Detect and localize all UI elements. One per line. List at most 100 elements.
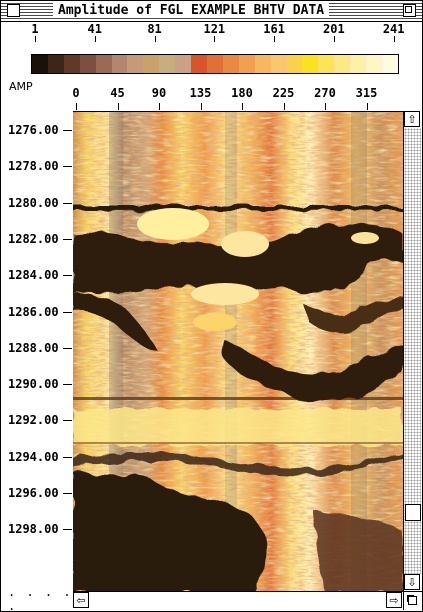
vertical-scroll-thumb[interactable] [405,504,421,521]
colour-swatch [302,55,319,73]
title-bar[interactable]: Amplitude of FGL EXAMPLE BHTV DATA [1,1,422,22]
colour-swatch [381,55,398,73]
colour-scale-tick [393,36,395,42]
depth-tick [63,529,72,531]
colour-swatch [318,55,335,73]
colour-swatch [111,55,128,73]
azimuth-tick-label: 225 [272,86,295,100]
depth-tick [63,275,72,277]
colour-swatch [350,55,367,73]
colour-scale-tick [35,36,36,42]
down-arrow-icon: ⇩ [407,575,417,589]
depth-tick-label: 1288.00 [8,340,59,355]
colour-swatch [79,55,96,73]
azimuth-tick-label: 0 [72,86,80,100]
azimuth-tick-label: 315 [355,86,378,100]
colour-swatch [334,55,351,73]
vertical-scrollbar[interactable]: ⇧ ⇩ [403,111,421,591]
zoom-box[interactable] [403,4,416,17]
scroll-right-button[interactable]: ⇨ [386,592,402,608]
colour-swatch [254,55,271,73]
depth-tick-label: 1280.00 [8,195,59,210]
depth-tick-label: 1286.00 [8,304,59,319]
colour-scale-ticks: 1 41 81 121 161 201 241 [1,23,422,49]
azimuth-tick [200,103,202,110]
azimuth-tick [366,103,368,110]
colour-scale-tick [154,36,156,42]
horizontal-scrollbar[interactable]: ⇦ ⇨ [73,591,403,610]
colour-swatch [47,55,64,73]
colour-scale-tick [214,36,216,42]
depth-tick [63,238,72,240]
depth-continuation-dots: . . . . . [8,585,73,612]
colour-swatch [191,55,207,73]
colour-swatch [366,55,382,73]
window-title: Amplitude of FGL EXAMPLE BHTV DATA [53,3,330,18]
depth-tick-label: 1292.00 [8,413,59,428]
vertical-scroll-track[interactable] [404,128,421,574]
depth-tick [63,347,72,349]
left-arrow-icon: ⇦ [76,593,86,607]
colour-swatch [175,55,192,73]
azimuth-tick [76,103,77,110]
scroll-up-button[interactable]: ⇧ [404,111,420,127]
depth-axis: . . . . . 1276.00 1278.00 1280.00 1282.00 12… [1,111,73,611]
colour-scale-tick-label: 41 [87,22,102,36]
depth-tick [63,202,72,204]
colour-scale-tick-label: 121 [203,22,226,36]
azimuth-tick [117,103,119,110]
depth-tick [63,456,72,458]
azimuth-tick-label: 45 [110,86,125,100]
depth-tick-label: 1282.00 [8,231,59,246]
right-arrow-icon: ⇨ [389,593,399,607]
depth-tick-label: 1290.00 [8,377,59,392]
colour-scale-tick [333,36,335,42]
azimuth-axis: 0 45 90 135 180 225 270 315 [71,85,401,113]
amplitude-image-svg [73,112,403,592]
azimuth-tick-label: 180 [231,86,253,100]
colour-swatch [206,55,223,73]
horizontal-scroll-track[interactable] [90,592,386,610]
colour-scale-tick-label: 81 [147,22,162,36]
colour-swatch [127,55,144,73]
depth-tick-label: 1294.00 [8,449,59,464]
azimuth-tick-label: 135 [189,86,212,100]
azimuth-tick-label: 90 [151,86,167,100]
borehole-image[interactable] [73,111,403,592]
depth-tick-label: 1296.00 [8,486,59,500]
up-arrow-icon: ⇧ [407,112,417,126]
azimuth-tick [159,103,160,110]
azimuth-tick-label: 270 [314,86,336,100]
colour-swatch [270,55,287,73]
colour-swatch [238,55,255,73]
colour-swatch [63,55,80,73]
colour-scale-tick-label: 201 [323,22,345,36]
depth-tick [63,493,72,494]
depth-tick [63,166,72,168]
depth-tick-label: 1284.00 [8,268,59,283]
colour-scale-tick [94,36,96,42]
depth-tick-label: 1298.00 [8,522,59,537]
depth-tick [63,130,72,131]
scroll-down-button[interactable]: ⇩ [404,574,420,590]
azimuth-tick [242,103,243,110]
colour-swatch [222,55,239,73]
colour-swatch [159,55,176,73]
close-box[interactable] [7,4,20,17]
colour-scale-tick-label: 1 [31,22,39,36]
depth-tick [63,384,72,386]
colour-scale-bar [31,54,399,74]
colour-swatch [286,55,303,73]
colour-swatch [32,55,48,73]
scroll-left-button[interactable]: ⇦ [73,592,89,608]
colour-scale-tick [274,36,276,42]
colour-scale-tick-label: 161 [263,22,285,36]
depth-tick [63,420,72,422]
colour-swatch [143,55,160,73]
colour-scale-tick-label: 241 [382,22,405,36]
azimuth-tick [283,103,285,110]
resize-grow-box[interactable] [403,591,422,610]
azimuth-tick [325,103,326,110]
depth-tick-label: 1278.00 [8,159,59,174]
